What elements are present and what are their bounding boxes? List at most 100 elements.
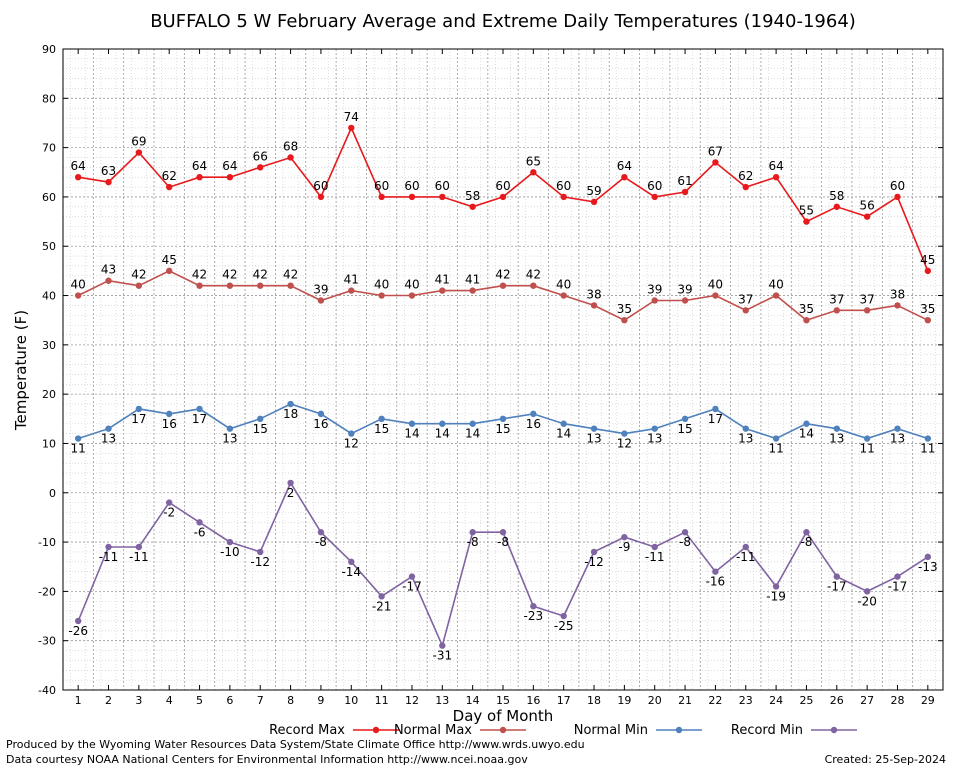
data-label: -17	[888, 580, 908, 594]
data-point	[196, 519, 203, 526]
data-label: 62	[738, 169, 753, 183]
data-label: 60	[890, 179, 905, 193]
data-point	[560, 612, 567, 620]
legend-label: Record Min	[731, 723, 803, 738]
data-label: 16	[526, 417, 541, 431]
data-label: -8	[679, 535, 691, 549]
x-tick-label: 21	[678, 694, 692, 707]
data-point	[894, 302, 901, 309]
data-point	[833, 203, 840, 210]
data-point	[135, 405, 143, 413]
data-point	[408, 420, 416, 427]
legend-label: Normal Min	[574, 723, 648, 738]
x-tick-label: 10	[344, 694, 358, 707]
data-point	[74, 174, 82, 181]
data-point	[499, 415, 507, 423]
x-tick-label: 27	[860, 694, 874, 707]
x-tick-label: 9	[317, 694, 324, 707]
x-tick-label: 20	[648, 694, 662, 707]
data-point	[681, 297, 689, 304]
y-tick-label: -10	[38, 536, 56, 549]
data-label: -26	[68, 624, 88, 638]
data-point	[621, 430, 628, 437]
data-label: 60	[404, 179, 419, 193]
y-tick-label: -30	[38, 635, 56, 648]
data-label: 45	[162, 253, 177, 267]
x-tick-label: 17	[557, 694, 571, 707]
data-label: -23	[524, 609, 544, 623]
data-point	[924, 316, 932, 324]
x-tick-label: 15	[496, 694, 510, 707]
data-point	[803, 420, 810, 427]
data-point	[833, 573, 840, 580]
plot-area	[63, 49, 943, 690]
x-tick-label: 14	[466, 694, 480, 707]
data-label: 45	[920, 253, 935, 267]
data-label: 14	[556, 427, 571, 441]
x-tick-label: 25	[799, 694, 813, 707]
data-point	[894, 193, 901, 201]
data-point	[439, 420, 446, 427]
data-label: -11	[99, 550, 119, 564]
data-point	[226, 174, 234, 181]
data-point	[287, 400, 294, 408]
data-label: -12	[584, 555, 604, 569]
data-point	[499, 529, 507, 536]
data-label: 64	[617, 159, 632, 173]
x-tick-label: 8	[287, 694, 294, 707]
data-point	[105, 178, 112, 186]
data-label: 14	[799, 427, 814, 441]
data-label: -12	[250, 555, 270, 569]
data-label: 42	[192, 268, 207, 282]
data-label: -17	[402, 580, 422, 594]
data-point	[226, 425, 234, 432]
data-point	[651, 425, 658, 432]
data-label: 41	[465, 273, 480, 287]
data-label: 61	[677, 174, 692, 188]
data-label: 43	[101, 263, 116, 277]
data-label: 11	[859, 442, 874, 456]
data-point	[894, 573, 901, 580]
data-label: 13	[222, 432, 237, 446]
x-tick-label: 4	[166, 694, 173, 707]
data-label: 64	[222, 159, 237, 173]
data-label: 39	[647, 282, 662, 296]
x-tick-label: 26	[830, 694, 844, 707]
data-point	[348, 558, 355, 565]
data-point	[681, 415, 689, 423]
data-label: 64	[192, 159, 207, 173]
data-label: 55	[799, 204, 814, 218]
x-tick-label: 12	[405, 694, 419, 707]
data-label: 65	[526, 154, 541, 168]
data-point	[74, 617, 82, 625]
x-tick-label: 23	[739, 694, 753, 707]
data-point	[621, 174, 628, 181]
data-label: 13	[829, 432, 844, 446]
data-label: -9	[618, 540, 630, 554]
legend-item: Record Max	[269, 723, 399, 738]
data-label: 42	[526, 268, 541, 282]
data-point	[74, 292, 82, 299]
data-label: 13	[890, 432, 905, 446]
series-normal-max: 40 43 42 45 42 42 42 42 39 41 40 40 41 41 42 42 40 38 35 39…	[71, 253, 935, 324]
data-label: 39	[677, 282, 692, 296]
data-label: -20	[857, 594, 877, 608]
data-point	[530, 169, 537, 176]
data-point	[196, 405, 203, 413]
data-point	[287, 282, 294, 289]
data-label: -14	[341, 565, 361, 579]
data-point	[590, 425, 598, 432]
data-point	[469, 529, 476, 536]
footer-created: Created: 25-Sep-2024	[824, 753, 946, 766]
data-point	[590, 548, 598, 556]
legend: Record Max Normal Max Normal Min Record Min	[269, 723, 857, 738]
data-label: 12	[344, 437, 359, 451]
data-label: 60	[556, 179, 571, 193]
data-label: 60	[647, 179, 662, 193]
data-label: 64	[71, 159, 86, 173]
data-point	[135, 543, 143, 551]
data-label: 40	[556, 278, 571, 292]
series-record-max: 64 63 69 62 64 64 66 68 60 74 60 60 60 58 60 65 60 59 64 60…	[71, 110, 935, 275]
legend-marker	[372, 726, 380, 734]
chart-title: BUFFALO 5 W February Average and Extreme…	[150, 11, 856, 32]
